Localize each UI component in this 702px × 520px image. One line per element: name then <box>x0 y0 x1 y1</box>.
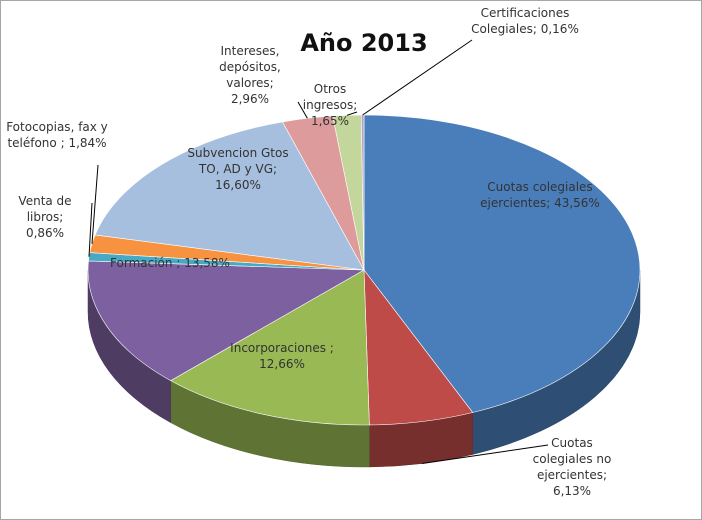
data-value-label: 0,86% <box>26 226 64 240</box>
data-label: Certificaciones Colegiales; <box>471 6 573 36</box>
pie-slice <box>363 114 641 413</box>
data-value-label: 6,13% <box>553 484 591 498</box>
data-value-label: 2,96% <box>231 92 269 106</box>
data-label-line: Colegiales; <box>471 22 537 36</box>
pie-slice <box>94 121 365 271</box>
data-value-label: 16,60% <box>215 178 261 192</box>
leader-line <box>91 164 99 244</box>
data-label-line: Certificaciones <box>481 6 574 20</box>
data-label-line: Cuotas colegiales <box>487 180 596 194</box>
leader-line <box>88 202 93 257</box>
data-label: Otros ingresos; <box>303 82 358 112</box>
data-label-line: Subvencion Gtos <box>187 146 292 160</box>
chart-title: Año 2013 <box>300 29 427 57</box>
data-label-line: ejercientes; <box>537 468 607 482</box>
data-label-line: ingresos; <box>303 98 358 112</box>
data-label: Subvencion Gtos TO, AD y VG; <box>187 146 292 176</box>
pie-slice <box>170 269 370 426</box>
data-value-label: 0,16% <box>541 22 579 36</box>
data-label-line: Incorporaciones ; <box>230 341 334 355</box>
data-label: Formación ; <box>110 256 180 270</box>
data-label-line: colegiales no <box>533 452 616 466</box>
pie-slice <box>360 114 365 271</box>
data-label: Cuotas colegiales no ejercientes; <box>533 436 616 482</box>
leader-line <box>346 111 358 116</box>
data-label-line: valores; <box>226 76 273 90</box>
data-label: Cuotas colegiales ejercientes; <box>480 180 596 210</box>
data-label-line: Intereses, <box>221 44 284 58</box>
data-label-line: ejercientes; <box>480 196 550 210</box>
data-label-line: depósitos, <box>219 60 284 74</box>
data-value-label: 12,66% <box>259 357 305 371</box>
data-label: Intereses, depósitos, valores; <box>219 44 284 90</box>
data-label: Venta de libros; <box>18 194 75 224</box>
data-label-line: Otros <box>314 82 350 96</box>
pie-slice <box>87 260 366 381</box>
data-label-line: Cuotas <box>551 436 596 450</box>
data-value-label: 13,58% <box>184 256 230 270</box>
data-label-line: Venta de <box>18 194 75 208</box>
data-label: Incorporaciones ; <box>230 341 334 355</box>
data-label-line: libros; <box>27 210 64 224</box>
data-value-label: 1,84% <box>68 136 106 150</box>
data-label-line: Fotocopias, fax y <box>6 120 111 134</box>
leader-line <box>362 39 473 116</box>
data-label-line: teléfono ; <box>7 136 64 150</box>
data-label-line: TO, AD y VG; <box>198 162 277 176</box>
leader-line <box>422 444 549 465</box>
leader-line <box>297 101 308 119</box>
data-label: Fotocopias, fax y teléfono ; <box>6 120 111 150</box>
data-value-label: 43,56% <box>554 196 600 210</box>
data-value-label: 1,65% <box>311 114 349 128</box>
data-label-line: Formación ; <box>110 256 180 270</box>
